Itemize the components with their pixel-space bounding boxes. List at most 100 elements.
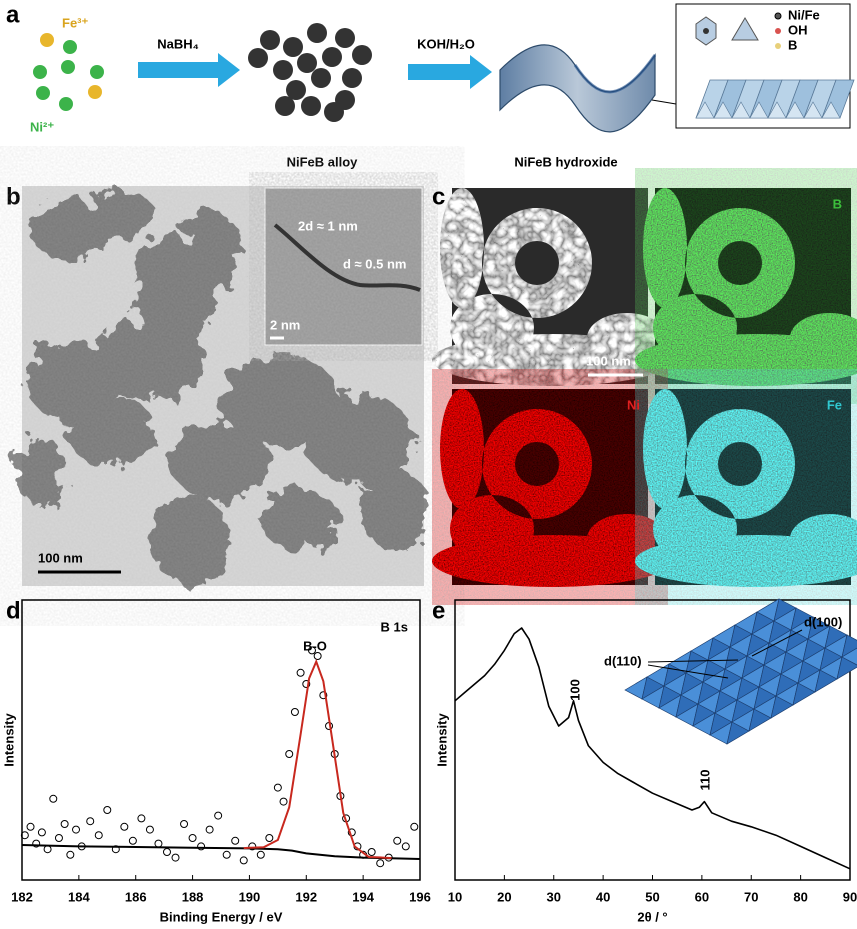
data-point <box>393 836 402 845</box>
spacing-label: d ≈ 0.5 nm <box>343 256 406 271</box>
scale-label: 2 nm <box>270 317 300 332</box>
data-point <box>319 691 328 700</box>
data-point <box>248 842 257 851</box>
panel-label: c <box>432 183 445 210</box>
fe-ion <box>88 85 102 99</box>
data-point <box>86 817 95 826</box>
data-point <box>279 797 288 806</box>
x-tick-label: 60 <box>695 889 709 904</box>
alloy-particle <box>335 28 355 48</box>
lattice-tri <box>821 101 841 119</box>
x-tick-label: 182 <box>11 889 33 904</box>
data-point <box>180 820 189 828</box>
x-tick-label: 20 <box>497 889 511 904</box>
alloy-particle <box>311 68 331 88</box>
arrow <box>138 53 240 87</box>
legend-label: OH <box>788 22 808 37</box>
data-point <box>188 834 197 842</box>
data-point <box>103 806 112 814</box>
connector <box>651 99 677 105</box>
alloy-particle <box>248 48 268 68</box>
map-label: B <box>833 196 842 211</box>
x-tick-label: 192 <box>295 889 317 904</box>
fe-label: Fe³⁺ <box>62 15 89 30</box>
data-point <box>313 652 322 660</box>
peak-label: 110 <box>697 770 712 791</box>
ni-label: Ni²⁺ <box>30 119 54 134</box>
octahedron-face <box>841 647 857 666</box>
x-tick-label: 80 <box>793 889 807 904</box>
ni-ion <box>90 65 104 79</box>
data-point <box>290 708 299 716</box>
eds-map <box>452 389 648 585</box>
data-point <box>307 646 316 655</box>
data-point <box>137 814 146 823</box>
data-point <box>26 822 35 831</box>
spacing-label: 2d ≈ 1 nm <box>298 218 358 233</box>
alloy-particle <box>286 80 306 100</box>
x-tick-label: 70 <box>744 889 758 904</box>
tetrahedron-icon <box>731 17 759 41</box>
legend-marker <box>774 12 782 20</box>
data-point <box>154 839 163 848</box>
ni-ion <box>59 97 73 111</box>
data-point <box>285 750 294 758</box>
panel-label: a <box>6 1 20 28</box>
data-point <box>214 811 223 820</box>
data-point <box>231 836 240 845</box>
data-point <box>256 850 265 859</box>
data-point <box>32 839 41 848</box>
hydroxide-sheet <box>499 44 656 133</box>
data-point <box>197 842 206 851</box>
legend-marker <box>775 43 781 49</box>
data-point <box>128 836 137 845</box>
data-point <box>120 822 129 831</box>
fit-line <box>243 658 392 860</box>
x-tick-label: 10 <box>448 889 462 904</box>
fe-ion <box>40 33 54 47</box>
lattice-tri <box>785 101 805 119</box>
data-point <box>401 842 410 851</box>
x-tick-label: 190 <box>239 889 261 904</box>
panel-label: b <box>6 183 21 210</box>
alloy-particle <box>260 30 280 50</box>
pointer <box>751 629 803 657</box>
sem-image <box>452 188 648 384</box>
inset-label: d(110) <box>604 653 642 668</box>
pointer <box>647 659 739 663</box>
x-tick-label: 30 <box>547 889 561 904</box>
xrd-line <box>454 627 851 870</box>
data-point <box>37 828 46 837</box>
metal-icon <box>703 28 709 34</box>
y-axis-label: Intensity <box>1 713 16 767</box>
inset-label: d(100) <box>804 614 842 629</box>
eds-map <box>655 188 851 384</box>
alloy-particle <box>307 23 327 43</box>
alloy-particle <box>301 96 321 116</box>
alloy-particle <box>275 96 295 116</box>
data-point <box>145 825 154 834</box>
background-line <box>21 844 421 860</box>
lattice-tri <box>695 101 715 119</box>
ni-ion <box>36 86 50 100</box>
x-tick-label: 194 <box>352 889 374 904</box>
alloy-particle <box>297 53 317 73</box>
x-axis-label: 2θ / ° <box>637 909 667 924</box>
panel-label: e <box>432 597 445 624</box>
data-point <box>265 834 274 842</box>
reagent: NaBH₄ <box>157 36 199 51</box>
hrtem-grain <box>265 188 422 345</box>
lattice-tri <box>749 101 769 119</box>
lattice-tri <box>731 101 751 119</box>
data-point <box>205 825 214 834</box>
legend-label: B <box>788 37 797 52</box>
data-point <box>72 825 81 834</box>
alloy-particle <box>283 37 303 57</box>
lattice-tri <box>713 101 733 119</box>
data-point <box>410 822 419 831</box>
y-axis-label: Intensity <box>434 713 449 767</box>
data-point <box>162 848 171 856</box>
data-point <box>94 831 103 840</box>
alloy-particle <box>273 60 293 80</box>
